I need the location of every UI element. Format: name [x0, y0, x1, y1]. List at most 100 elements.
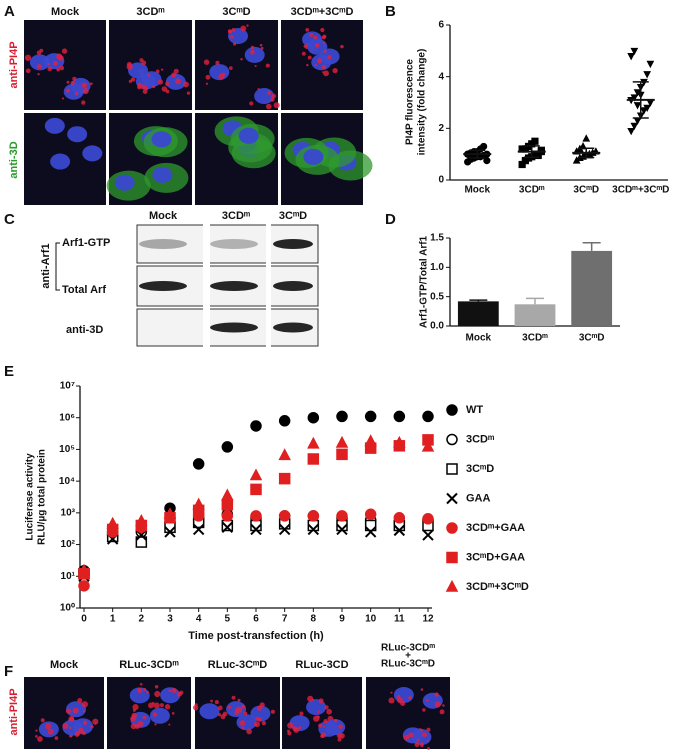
x-tick-label: 5 — [225, 614, 231, 625]
puncta — [250, 49, 255, 55]
puncta — [75, 730, 80, 736]
puncta — [316, 710, 320, 714]
point — [393, 512, 406, 524]
puncta — [323, 719, 328, 724]
column-header: RLuc-3CD — [295, 659, 348, 671]
y-tick-label: 0.0 — [430, 321, 444, 332]
column-header: Mock — [50, 659, 79, 671]
puncta — [203, 59, 210, 65]
point — [78, 580, 90, 592]
nucleus — [82, 145, 103, 162]
puncta — [72, 76, 77, 81]
panel-label: C — [4, 211, 15, 228]
gap — [203, 308, 210, 347]
y-tick-label: 4 — [438, 71, 444, 82]
column-header: + — [405, 651, 411, 662]
point — [336, 410, 348, 423]
puncta — [235, 709, 238, 713]
puncta — [240, 25, 247, 32]
y-tick-label: 10⁴ — [59, 476, 75, 487]
puncta — [47, 66, 53, 72]
point — [278, 415, 291, 427]
point — [630, 94, 639, 102]
gap — [203, 265, 210, 307]
y-axis-label: PI4P fluorescence — [405, 59, 416, 145]
puncta — [229, 34, 234, 39]
bar — [514, 304, 556, 326]
legend-marker — [446, 404, 458, 416]
puncta — [142, 89, 148, 94]
x-tick-label: 3CᵐD — [579, 333, 605, 344]
puncta — [416, 738, 420, 742]
point — [221, 488, 234, 501]
point — [633, 102, 642, 110]
point — [646, 60, 655, 69]
point — [250, 483, 262, 496]
point — [164, 526, 176, 538]
puncta — [322, 41, 325, 44]
column-header: RLuc-3CᵐD — [381, 659, 435, 670]
puncta — [320, 734, 324, 739]
puncta — [332, 67, 338, 74]
x-tick-label: 4 — [196, 614, 202, 625]
column-header: 3CDᵐ — [136, 6, 164, 18]
puncta — [233, 42, 237, 46]
point — [307, 453, 320, 465]
nucleus — [236, 714, 257, 731]
puncta — [305, 27, 310, 32]
puncta — [81, 701, 89, 708]
puncta — [324, 705, 329, 710]
y-tick-label: 10⁷ — [60, 381, 75, 392]
x-tick-label: 1 — [110, 614, 116, 625]
puncta — [321, 64, 327, 70]
puncta — [241, 704, 246, 709]
puncta — [313, 35, 318, 40]
micrograph — [24, 677, 104, 749]
point — [630, 47, 639, 56]
puncta — [309, 32, 314, 37]
puncta — [261, 720, 267, 726]
panel-label: D — [385, 211, 396, 228]
puncta — [246, 728, 252, 735]
puncta — [246, 24, 249, 27]
puncta — [243, 711, 248, 716]
puncta — [62, 722, 69, 729]
puncta — [301, 51, 306, 56]
column-header: 3CDᵐ+3CᵐD — [291, 6, 354, 18]
point — [480, 142, 488, 151]
puncta — [260, 46, 264, 50]
puncta — [81, 100, 86, 105]
x-axis-label: Time post-transfection (h) — [188, 630, 324, 642]
point — [221, 441, 234, 453]
puncta — [37, 736, 43, 742]
puncta — [287, 729, 290, 733]
puncta — [220, 714, 226, 720]
puncta — [228, 29, 233, 34]
legend-marker — [445, 579, 459, 592]
puncta — [227, 705, 232, 709]
nucleus — [38, 721, 59, 738]
puncta — [47, 728, 54, 735]
column-header: Mock — [51, 6, 80, 18]
point — [582, 134, 591, 142]
panel-label: E — [4, 363, 14, 380]
puncta — [257, 87, 260, 91]
point — [278, 523, 291, 536]
puncta — [259, 702, 265, 708]
puncta — [59, 65, 65, 71]
puncta — [194, 703, 198, 707]
x-tick-label: 3CDᵐ — [522, 333, 548, 344]
puncta — [147, 73, 151, 77]
y-axis-label: Luciferase activity — [25, 453, 36, 541]
column-header: 3CᵐD — [222, 6, 250, 18]
puncta — [318, 723, 323, 728]
point — [422, 513, 434, 525]
x-tick-label: 7 — [282, 614, 288, 625]
puncta — [142, 715, 147, 720]
puncta — [205, 74, 211, 80]
nucleus — [152, 166, 173, 183]
column-header: RLuc-3CᵐD — [208, 659, 267, 671]
puncta — [311, 698, 315, 701]
nucleus — [50, 153, 71, 170]
y-tick-label: 1.0 — [430, 262, 444, 273]
